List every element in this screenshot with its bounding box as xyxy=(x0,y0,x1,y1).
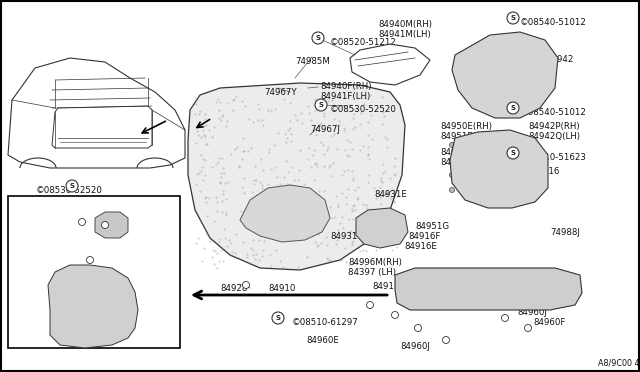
Text: 84951E(LH): 84951E(LH) xyxy=(440,132,491,141)
Text: 84931: 84931 xyxy=(330,232,357,241)
Text: 84931E: 84931E xyxy=(374,190,407,199)
FancyBboxPatch shape xyxy=(8,196,180,348)
Text: 84940F(RH): 84940F(RH) xyxy=(320,82,371,91)
Text: 84916F: 84916F xyxy=(408,232,440,241)
Text: ©08530-52520: ©08530-52520 xyxy=(330,105,397,114)
Text: S: S xyxy=(70,183,74,189)
Text: S: S xyxy=(319,102,323,108)
Polygon shape xyxy=(395,268,582,310)
Text: 84916E: 84916E xyxy=(28,222,61,231)
Text: 84942N(LH): 84942N(LH) xyxy=(468,98,520,107)
Text: 74985M: 74985M xyxy=(295,57,330,66)
Text: 84916: 84916 xyxy=(532,167,559,176)
Polygon shape xyxy=(95,212,128,238)
Text: ©08540-51012: ©08540-51012 xyxy=(520,18,587,27)
FancyBboxPatch shape xyxy=(454,283,466,293)
Text: 84916E: 84916E xyxy=(472,187,505,196)
FancyBboxPatch shape xyxy=(544,283,556,293)
Circle shape xyxy=(507,147,519,159)
Polygon shape xyxy=(188,83,405,270)
Text: ©08510-61297: ©08510-61297 xyxy=(292,318,359,327)
Circle shape xyxy=(525,324,531,331)
Text: 84910: 84910 xyxy=(268,284,296,293)
Text: ©08520-51212: ©08520-51212 xyxy=(330,38,397,47)
Text: ©08540-51012: ©08540-51012 xyxy=(520,108,587,117)
Text: A8/9C00 4: A8/9C00 4 xyxy=(598,358,639,367)
Circle shape xyxy=(507,102,519,114)
Circle shape xyxy=(392,311,399,318)
FancyBboxPatch shape xyxy=(514,283,526,293)
Circle shape xyxy=(449,157,454,163)
Circle shape xyxy=(507,12,519,24)
Circle shape xyxy=(538,78,545,86)
Polygon shape xyxy=(452,32,558,118)
Circle shape xyxy=(86,257,93,263)
Text: 84942P(RH): 84942P(RH) xyxy=(528,122,580,131)
Circle shape xyxy=(449,173,454,177)
Text: 84940M(RH): 84940M(RH) xyxy=(378,20,432,29)
Text: 84996M(RH): 84996M(RH) xyxy=(348,258,402,267)
Circle shape xyxy=(79,218,86,225)
Text: S: S xyxy=(275,315,280,321)
Text: 84928: 84928 xyxy=(220,284,248,293)
Circle shape xyxy=(442,337,449,343)
Text: 84950F: 84950F xyxy=(488,200,520,209)
Text: 74967J: 74967J xyxy=(310,125,340,134)
Circle shape xyxy=(315,99,327,111)
FancyBboxPatch shape xyxy=(484,283,496,293)
Circle shape xyxy=(102,221,109,228)
Text: 84960M: 84960M xyxy=(528,279,563,288)
Circle shape xyxy=(272,312,284,324)
Text: 84960J: 84960J xyxy=(400,342,430,351)
Circle shape xyxy=(449,187,454,192)
Text: ©08530-52520: ©08530-52520 xyxy=(36,186,103,195)
Circle shape xyxy=(502,314,509,321)
Text: ©08510-51623: ©08510-51623 xyxy=(520,153,587,162)
Text: 84960F: 84960F xyxy=(533,318,565,327)
Text: FROM MARCH '86: FROM MARCH '86 xyxy=(22,200,104,209)
Polygon shape xyxy=(240,185,330,242)
Text: 84941M(LH): 84941M(LH) xyxy=(378,30,431,39)
Text: 84950E(RH): 84950E(RH) xyxy=(440,122,492,131)
Text: 84960J: 84960J xyxy=(517,308,547,317)
Text: 84950F: 84950F xyxy=(22,260,54,269)
Text: 84397 (LH): 84397 (LH) xyxy=(348,268,396,277)
Polygon shape xyxy=(450,130,548,208)
Circle shape xyxy=(367,301,374,308)
Text: 84950M(RH): 84950M(RH) xyxy=(440,148,494,157)
Circle shape xyxy=(66,180,78,192)
Circle shape xyxy=(243,282,250,289)
Text: 84941F(LH): 84941F(LH) xyxy=(320,92,371,101)
Text: 84960E: 84960E xyxy=(306,336,339,345)
FancyBboxPatch shape xyxy=(424,283,436,293)
Text: 84942M(RH): 84942M(RH) xyxy=(468,88,522,97)
Text: 84951G: 84951G xyxy=(415,222,449,231)
Text: 84951M(LH): 84951M(LH) xyxy=(440,158,493,167)
Text: S: S xyxy=(316,35,321,41)
Polygon shape xyxy=(48,265,138,348)
Text: 84917: 84917 xyxy=(372,282,399,291)
Text: 84942Q(LH): 84942Q(LH) xyxy=(528,132,580,141)
Polygon shape xyxy=(356,208,408,248)
Circle shape xyxy=(534,64,542,72)
Circle shape xyxy=(449,142,454,148)
Text: 74967Y: 74967Y xyxy=(264,88,296,97)
Text: S: S xyxy=(511,105,515,111)
Text: 74988J: 74988J xyxy=(550,228,580,237)
Text: S: S xyxy=(511,150,515,156)
Circle shape xyxy=(415,324,422,331)
Text: 84942: 84942 xyxy=(546,55,573,64)
Text: 84916E: 84916E xyxy=(404,242,437,251)
Text: S: S xyxy=(511,15,515,21)
Circle shape xyxy=(312,32,324,44)
